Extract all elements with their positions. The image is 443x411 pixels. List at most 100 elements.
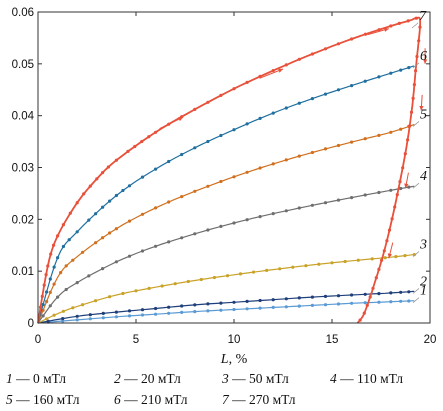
data-point (95, 177, 99, 181)
data-point (323, 147, 328, 151)
data-point (406, 138, 410, 142)
data-point (232, 87, 236, 91)
direction-arrows (159, 27, 428, 259)
data-point (383, 256, 387, 260)
data-point (61, 244, 65, 249)
data-point (297, 154, 301, 158)
series-6 (37, 65, 415, 324)
data-point (387, 228, 392, 232)
data-point (38, 305, 43, 309)
data-point (297, 296, 301, 300)
data-point (87, 218, 91, 222)
legend-num: 2 (114, 370, 121, 386)
data-point (245, 299, 249, 303)
data-point (140, 313, 145, 317)
data-point (41, 303, 45, 307)
data-point (41, 314, 45, 318)
data-point (389, 71, 393, 75)
data-point (385, 239, 389, 243)
x-tick-label: 0 (35, 334, 41, 346)
data-point (114, 260, 118, 264)
data-point (101, 205, 105, 209)
data-point (271, 305, 275, 309)
data-point (44, 273, 48, 277)
data-point (94, 299, 98, 303)
data-point (363, 292, 367, 296)
data-point (219, 224, 223, 228)
legend-text: — 0 мТл (12, 370, 66, 386)
plot-frame (37, 11, 431, 324)
data-point (310, 52, 314, 56)
curve-label-leader (412, 62, 420, 69)
data-point (59, 271, 63, 275)
legend-num: 6 (114, 391, 121, 407)
data-point (258, 298, 262, 303)
data-point (374, 276, 378, 280)
data-point (304, 264, 308, 268)
series-5 (37, 123, 415, 324)
curve-label: 5 (420, 107, 427, 122)
data-point (395, 193, 399, 197)
data-point (365, 303, 369, 307)
data-point (108, 199, 112, 203)
data-point (284, 106, 288, 110)
data-point (167, 200, 171, 204)
data-point (284, 209, 288, 213)
data-point (114, 193, 118, 198)
series-7 (37, 16, 422, 324)
data-point (225, 274, 230, 278)
data-point (108, 231, 112, 235)
series-line (37, 123, 415, 324)
data-point (350, 196, 354, 200)
data-point (245, 170, 249, 174)
data-point (407, 185, 411, 189)
data-point (193, 232, 197, 236)
data-point (377, 28, 381, 32)
data-point (350, 293, 354, 297)
direction-arrow-head (404, 183, 409, 189)
y-tick-label: 0.06 (12, 7, 34, 19)
data-point (154, 306, 158, 311)
data-point (323, 92, 328, 96)
x-axis-label: L (220, 352, 229, 366)
data-point (219, 93, 223, 97)
data-point (414, 69, 418, 73)
data-point (358, 318, 362, 322)
data-point (377, 292, 381, 296)
data-point (336, 294, 341, 298)
data-point (88, 313, 92, 317)
curve-label: 2 (420, 274, 427, 289)
legend-text: — 110 мТл (336, 370, 403, 386)
legend-row-2: 5 — 160 мТл 6 — 210 мТл 7 — 270 мТл (6, 389, 438, 410)
data-point (415, 54, 419, 59)
data-point (180, 152, 184, 157)
data-point (206, 228, 210, 232)
data-point (336, 198, 341, 202)
direction-arrow-head (422, 59, 428, 64)
legend-text: — 50 мТл (228, 370, 289, 386)
data-point (88, 184, 92, 188)
data-point (45, 290, 49, 294)
data-point (371, 286, 375, 290)
data-point (75, 230, 79, 234)
data-point (154, 206, 158, 210)
data-point (87, 274, 91, 278)
chart: 0 5 10 15 20 0 0.01 0.02 0.03 0.04 0.05 0.06 12 3 4 5 6… (12, 7, 437, 366)
data-point (154, 130, 158, 134)
data-point (406, 19, 410, 23)
data-point (284, 305, 288, 309)
data-point (323, 294, 328, 298)
data-point (232, 128, 236, 132)
data-point (126, 149, 130, 153)
data-point (147, 135, 151, 139)
legend-num: 7 (222, 391, 229, 407)
series-line (37, 65, 415, 324)
data-point (75, 201, 79, 205)
data-point (245, 122, 249, 126)
data-point (336, 88, 341, 92)
data-point (114, 158, 118, 162)
data-point (310, 295, 314, 299)
data-point (271, 212, 275, 216)
data-point (52, 243, 56, 247)
